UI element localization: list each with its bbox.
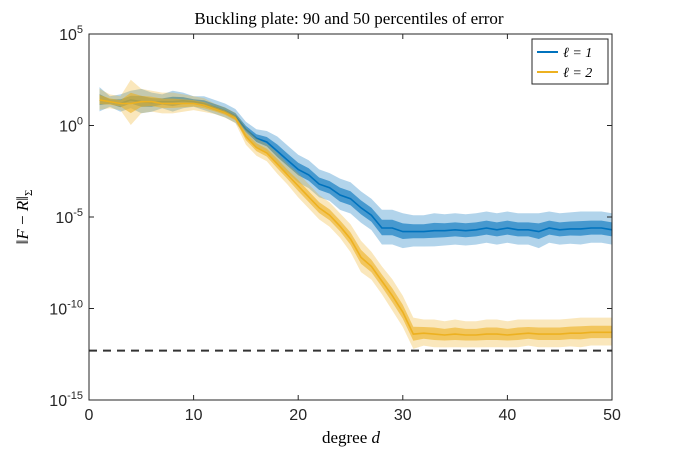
x-tick-label: 10: [185, 407, 203, 424]
series-2-p90-band: [99, 79, 612, 349]
y-tick-label: 10-5: [55, 207, 83, 227]
y-tick-exponent: -10: [67, 299, 83, 311]
legend: ℓ = 1 ℓ = 2: [531, 38, 609, 85]
series-1-p50-band: [99, 94, 612, 239]
y-tick-base: 10: [49, 302, 67, 319]
legend-label: ℓ = 2: [563, 66, 592, 81]
legend-label: ℓ = 1: [563, 46, 592, 61]
y-tick-base: 10: [55, 210, 73, 227]
x-axis-label: degree d: [322, 428, 381, 447]
x-axis: 0 10 20 30 40 50: [85, 34, 621, 424]
legend-box: [531, 38, 609, 85]
y-tick-label: 100: [59, 116, 83, 136]
x-tick-label: 30: [394, 407, 412, 424]
y-tick-base: 10: [59, 119, 77, 136]
y-tick-label: 10-10: [49, 299, 83, 319]
chart-title: Buckling plate: 90 and 50 percentiles of…: [194, 9, 504, 28]
y-tick-exponent: -5: [73, 207, 83, 219]
legend-item-2: ℓ = 2: [537, 66, 592, 81]
legend-item-1: ℓ = 1: [537, 46, 592, 61]
y-tick-label: 105: [59, 24, 83, 44]
series-2: [99, 79, 612, 349]
x-tick-label: 0: [85, 407, 94, 424]
plot-area: [89, 79, 613, 352]
series-2-median-line: [99, 99, 612, 336]
y-tick-base: 10: [49, 393, 67, 410]
x-tick-label: 50: [603, 407, 621, 424]
y-tick-label: 10-15: [49, 390, 83, 410]
y-tick-exponent: -15: [67, 390, 83, 402]
x-tick-label: 40: [499, 407, 517, 424]
y-tick-base: 10: [59, 27, 77, 44]
y-tick-exponent: 0: [77, 116, 83, 128]
y-tick-exponent: 5: [77, 24, 83, 36]
y-axis-label: ‖F − R‖Σ: [13, 190, 35, 245]
x-tick-label: 20: [289, 407, 307, 424]
